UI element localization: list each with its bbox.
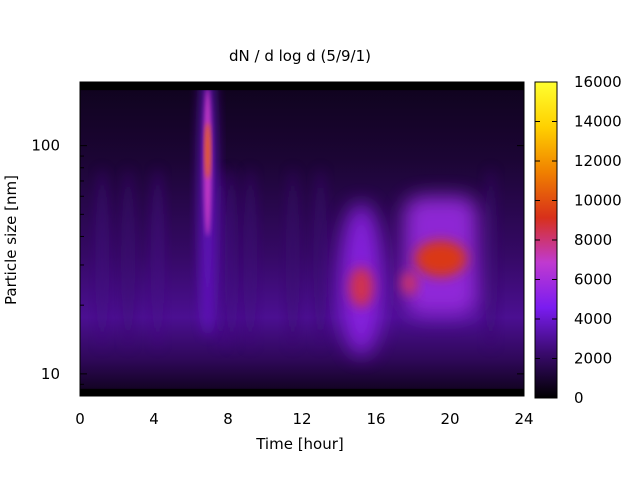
- chart-title: dN / d log d (5/9/1): [229, 47, 371, 65]
- colorbar-tick-label: 10000: [574, 192, 622, 210]
- heatmap-streak: [224, 168, 239, 349]
- colorbar-tick-label: 2000: [574, 350, 612, 368]
- heatmap-streak: [313, 168, 328, 349]
- heatmap-streak: [121, 168, 136, 349]
- heatmap-feature: [339, 202, 384, 356]
- heatmap-feature: [198, 82, 217, 337]
- heatmap-feature: [401, 196, 478, 316]
- colorbar-tick-label: 12000: [574, 152, 622, 170]
- heatmap-streak: [213, 168, 228, 349]
- y-tick-label: 10: [41, 365, 60, 383]
- x-tick-label: 16: [366, 410, 385, 428]
- x-tick-label: 12: [292, 410, 311, 428]
- colorbar-tick-label: 8000: [574, 231, 612, 249]
- heatmap-streak: [243, 168, 258, 349]
- x-tick-label: 0: [75, 410, 85, 428]
- y-axis-label: Particle size [nm]: [2, 175, 20, 305]
- heatmap-streak: [95, 168, 110, 349]
- colorbar-ticks: 0 2000 4000 6000 8000 10000 12000 14000 16000: [535, 73, 622, 407]
- y-tick-label: 100: [31, 137, 60, 155]
- x-tick-label: 20: [440, 410, 459, 428]
- x-tick-label: 24: [514, 410, 533, 428]
- heatmap-streak: [483, 168, 498, 349]
- x-axis: 0 4 8 12 16 20 24: [75, 82, 534, 428]
- colorbar-tick-label: 14000: [574, 113, 622, 131]
- x-tick-label: 8: [223, 410, 233, 428]
- colorbar-tick-label: 16000: [574, 73, 622, 91]
- x-tick-label: 4: [149, 410, 159, 428]
- colorbar-tick-label: 6000: [574, 271, 612, 289]
- plot-area: [80, 82, 524, 396]
- y-axis: 10 100: [31, 137, 524, 385]
- colorbar-tick-label: 0: [574, 389, 584, 407]
- x-axis-label: Time [hour]: [255, 435, 344, 453]
- colorbar-tick-label: 4000: [574, 310, 612, 328]
- heatmap-streak: [285, 168, 300, 349]
- heatmap-streak: [150, 168, 165, 349]
